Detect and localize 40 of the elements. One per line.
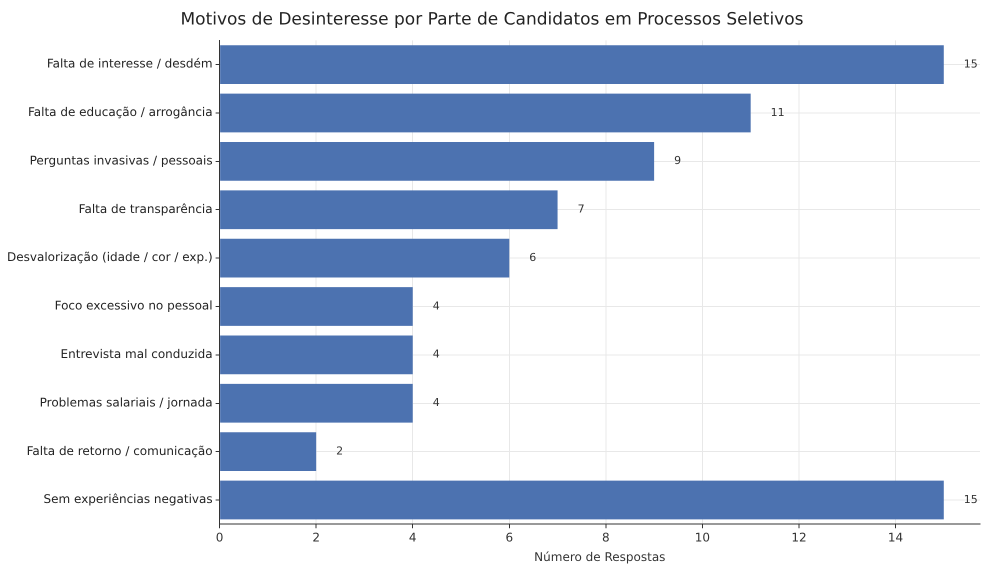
- bar: [220, 480, 944, 520]
- x-tick-label: 0: [216, 530, 224, 545]
- bar: [220, 336, 413, 374]
- y-tick-label: Sem experiências negativas: [44, 492, 213, 506]
- data-label: 9: [674, 154, 682, 168]
- data-label: 4: [432, 396, 440, 410]
- y-tick-label: Falta de educação / arrogância: [28, 105, 213, 120]
- x-tick-label: 2: [312, 530, 320, 545]
- y-tick-label: Falta de transparência: [78, 202, 213, 216]
- x-tick-label: 4: [408, 530, 417, 545]
- x-tick-label: 6: [505, 530, 514, 545]
- x-tick-label: 12: [791, 530, 807, 545]
- data-label: 11: [770, 106, 785, 119]
- x-tick-label: 10: [694, 530, 710, 545]
- y-tick-label: Perguntas invasivas / pessoais: [30, 153, 213, 168]
- y-tick-label: Falta de retorno / comunicação: [26, 444, 213, 458]
- data-label: 7: [578, 202, 585, 216]
- data-label: 4: [432, 348, 440, 361]
- y-tick-label: Falta de interesse / desdém: [46, 56, 213, 71]
- data-label: 2: [336, 444, 344, 458]
- data-label: 6: [529, 250, 536, 264]
- bar: [220, 238, 510, 278]
- y-tick-label: Entrevista mal conduzida: [60, 346, 213, 361]
- x-axis-title: Número de Respostas: [534, 550, 666, 564]
- data-label: 4: [432, 299, 440, 312]
- data-label: 15: [964, 492, 978, 506]
- bar: [220, 432, 316, 471]
- bar: [220, 287, 413, 326]
- data-label: 15: [964, 57, 978, 70]
- bar: [220, 94, 751, 132]
- y-tick-label: Problemas salariais / jornada: [40, 395, 213, 410]
- x-tick-label: 14: [888, 530, 904, 545]
- x-tick-label: 8: [602, 530, 610, 545]
- chart-title: Motivos de Desinteresse por Parte de Candidatos em Processos Seletivos: [180, 10, 804, 30]
- y-tick-label: Desvalorização (idade / cor / exp.): [7, 250, 213, 264]
- bar: [220, 45, 944, 84]
- bar: [220, 190, 558, 230]
- y-tick-label: Foco excessivo no pessoal: [54, 298, 213, 313]
- bar: [220, 142, 654, 181]
- bar: [220, 384, 413, 423]
